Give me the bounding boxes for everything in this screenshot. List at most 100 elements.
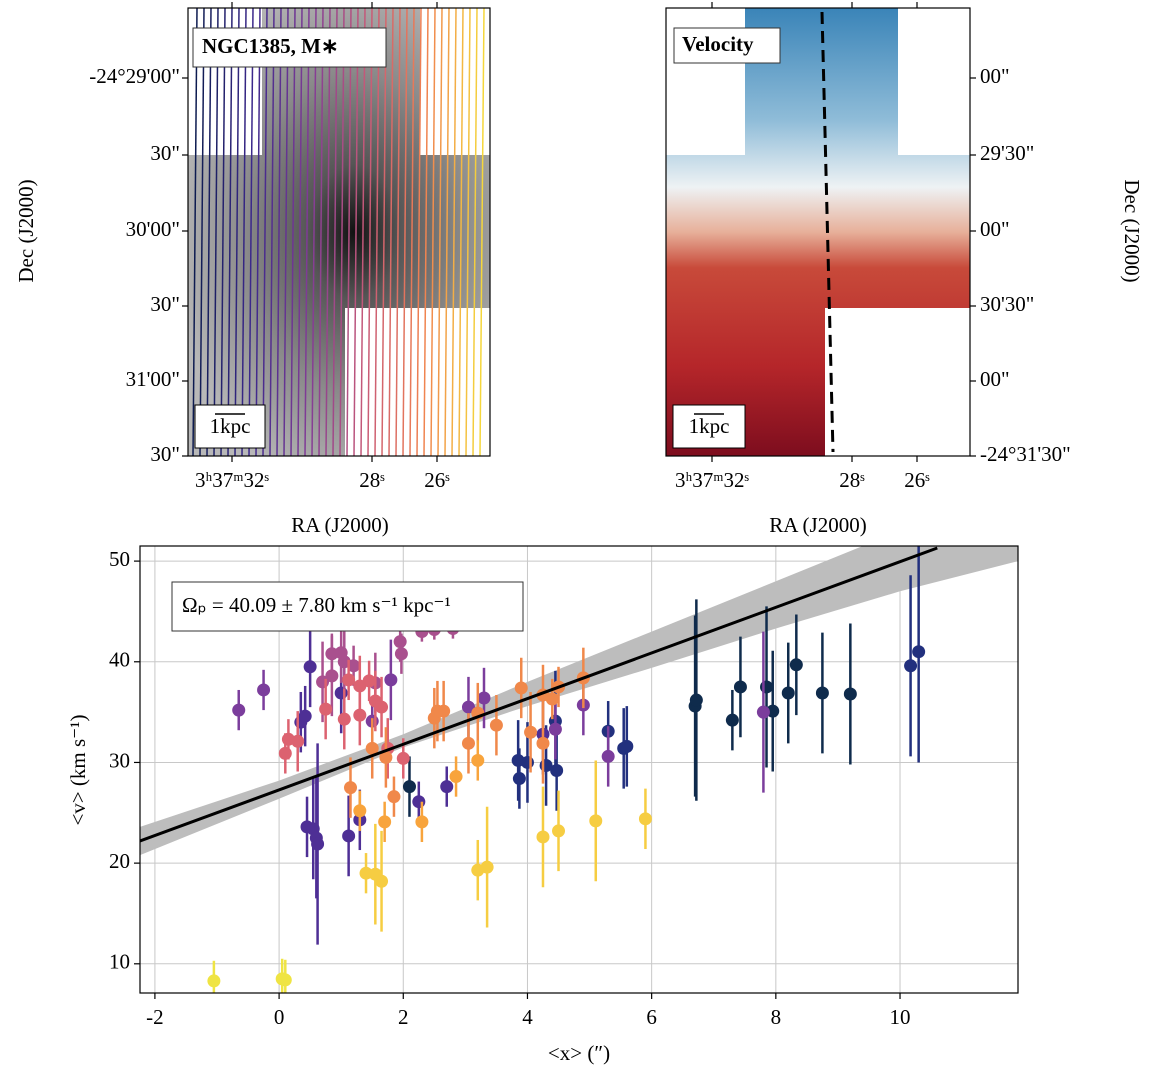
scale-label: 1kpc (210, 414, 251, 438)
x-tick-label: 28ˢ (359, 468, 385, 492)
data-point (512, 772, 526, 786)
slit (206, 7, 212, 457)
annotation: Ωₚ = 40.09 ± 7.80 km s⁻¹ kpc⁻¹ (182, 593, 451, 617)
slit (472, 7, 478, 457)
data-point (552, 824, 566, 838)
data-point (480, 860, 494, 874)
y-tick-label: 31'00" (126, 367, 180, 391)
slit (367, 7, 373, 457)
panel-title: NGC1385, M∗ (202, 34, 339, 58)
plot-area: -2 0 2 4 6 8 10 10 20 30 40 50 (109, 546, 1018, 1029)
slit (444, 7, 450, 457)
x-tick-label: 28ˢ (839, 468, 865, 492)
x-tick-label: 6 (646, 1005, 657, 1029)
slit (290, 7, 296, 457)
data-point (477, 691, 491, 705)
data-point (760, 680, 774, 694)
scale-box (672, 404, 746, 449)
x-tick-label: 3ʰ37ᵐ32ˢ (195, 468, 270, 492)
data-point (415, 815, 429, 829)
y-tick-label: 00" (980, 217, 1010, 241)
data-point (402, 780, 416, 794)
y-tick-label: -24°31'30" (980, 442, 1071, 466)
data-point (912, 645, 926, 659)
slit (241, 7, 247, 457)
x-tick-label: 0 (274, 1005, 285, 1029)
y-tick-label: 30'30" (980, 292, 1034, 316)
panel-title: Velocity (682, 32, 754, 56)
slit (297, 7, 303, 457)
data-point (461, 700, 475, 714)
x-tick-label: -2 (146, 1005, 164, 1029)
slit (199, 7, 205, 457)
data-point (362, 674, 376, 688)
data-point (303, 660, 317, 674)
slit (381, 7, 387, 457)
panel-frame (665, 7, 971, 457)
confidence-band (140, 546, 1018, 856)
slit (248, 7, 254, 457)
slit (458, 7, 464, 457)
x-tick-label: 8 (771, 1005, 782, 1029)
data-point (471, 753, 485, 767)
slit (374, 7, 380, 457)
slit (451, 7, 457, 457)
y-tick-label: 00" (980, 64, 1010, 88)
data-point (342, 673, 356, 687)
y-tick-label: 30" (150, 442, 180, 466)
data-point (298, 709, 312, 723)
data-point (843, 687, 857, 701)
data-point (342, 829, 356, 843)
y-tick-label: 30'00" (126, 217, 180, 241)
slit (423, 7, 429, 457)
data-point (257, 683, 271, 697)
data-point (337, 712, 351, 726)
data-point (524, 725, 538, 739)
slit (402, 7, 408, 457)
velocity-map (666, 8, 970, 456)
data-point (412, 795, 426, 809)
data-point (291, 734, 305, 748)
slit (479, 7, 485, 457)
kinematic-axis (820, 11, 835, 453)
data-point (396, 751, 410, 765)
data-point (638, 812, 652, 826)
y-tick-label: 29'30" (980, 141, 1034, 165)
data-point (311, 837, 325, 851)
data-point (365, 741, 379, 755)
x-tick-label: 3ʰ37ᵐ32ˢ (675, 468, 750, 492)
y-tick-label: 40 (109, 648, 130, 672)
data-point (353, 804, 367, 818)
data-point (725, 713, 739, 727)
data-point (689, 693, 703, 707)
slit (220, 7, 226, 457)
data-point (601, 749, 615, 763)
data-point (536, 736, 550, 750)
data-point (449, 770, 463, 784)
y-tick-label: -24°29'00" (89, 64, 180, 88)
slit (346, 7, 352, 457)
slit (269, 7, 275, 457)
slit (388, 7, 394, 457)
panel-frame (187, 7, 491, 457)
x-tick-label: 2 (398, 1005, 409, 1029)
data-point (904, 659, 918, 673)
slit (325, 7, 331, 457)
title-box (192, 27, 387, 68)
data-point (489, 718, 503, 732)
slit (360, 7, 366, 457)
slit (332, 7, 338, 457)
data-point (319, 702, 333, 716)
data-point (815, 686, 829, 700)
annotation-box (171, 581, 524, 632)
data-point (387, 790, 401, 804)
data-point (207, 974, 221, 988)
slits (192, 7, 485, 457)
data-point (347, 659, 361, 673)
data-point (514, 681, 528, 695)
y-tick-label: 00" (980, 367, 1010, 391)
x-axis-label: <x> (″) (548, 1041, 610, 1065)
data-point (536, 830, 550, 844)
data-point (375, 874, 389, 888)
